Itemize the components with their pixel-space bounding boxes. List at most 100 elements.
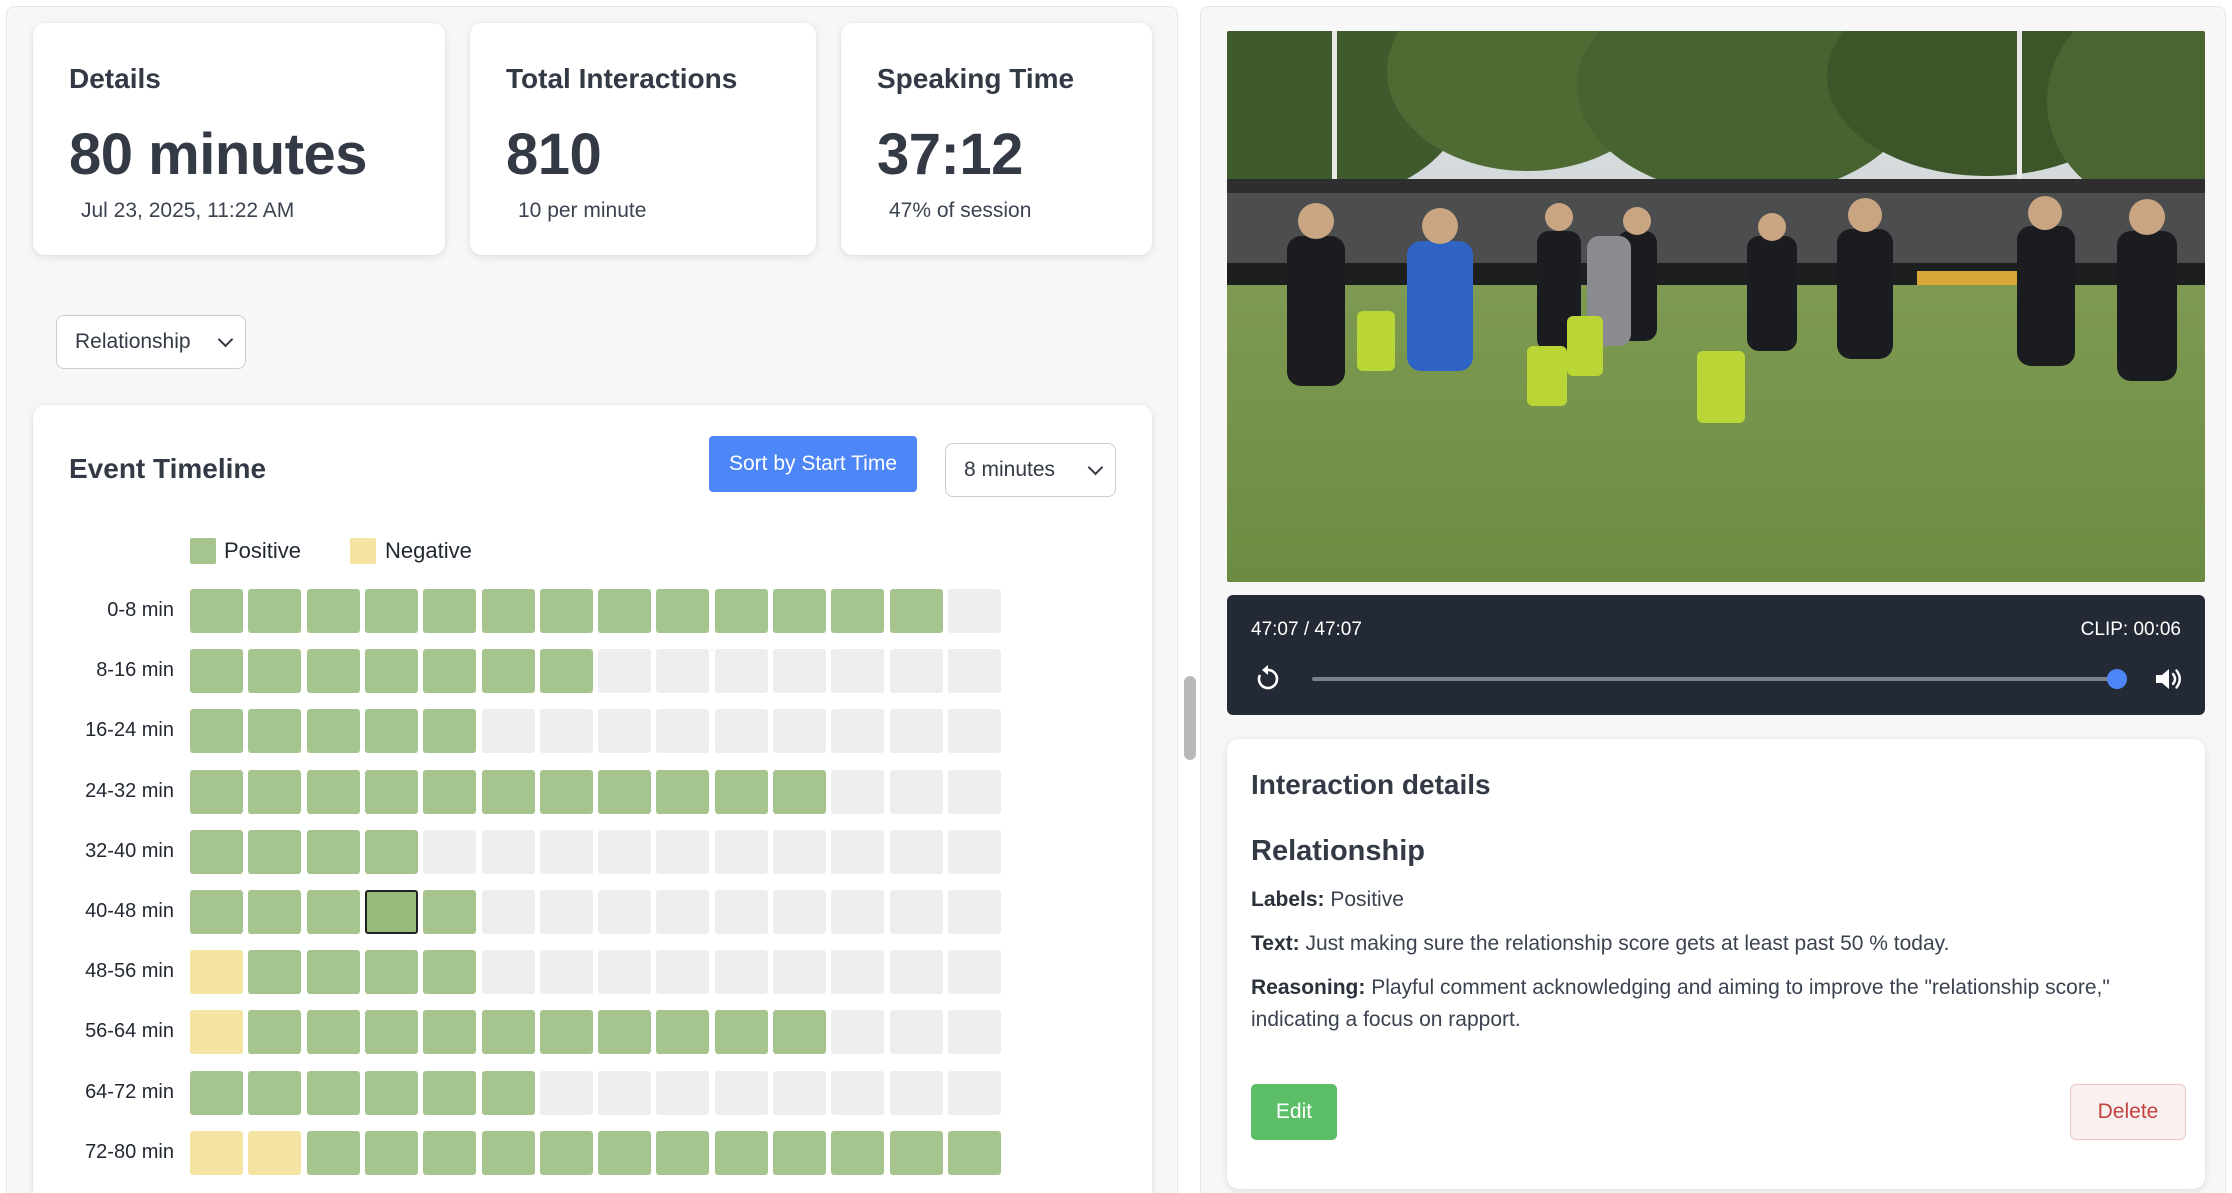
timeline-cell-empty (773, 890, 826, 934)
timeline-cell-positive[interactable] (947, 1130, 1001, 1175)
timeline-cell-positive[interactable] (190, 709, 243, 754)
timeline-cell-positive[interactable] (773, 589, 826, 633)
timeline-cell-positive[interactable] (248, 769, 302, 814)
timeline-cell-positive[interactable] (190, 769, 243, 814)
timeline-cell-positive[interactable] (306, 709, 360, 754)
timeline-cell-positive[interactable] (306, 1010, 360, 1055)
timeline-cell-positive[interactable] (306, 589, 360, 633)
timeline-cell-positive[interactable] (539, 1010, 593, 1055)
video-frame[interactable] (1227, 31, 2205, 582)
timeline-cell-positive[interactable] (364, 1130, 418, 1175)
timeline-cell-positive[interactable] (306, 890, 360, 934)
timeline-cell-positive[interactable] (656, 1010, 710, 1055)
timeline-cell-empty (773, 829, 826, 874)
seek-handle[interactable] (2107, 669, 2127, 689)
timeline-cell-positive[interactable] (481, 1130, 535, 1175)
bucket-size-select[interactable]: 8 minutes (945, 443, 1116, 497)
timeline-cell-empty (656, 950, 710, 995)
timeline-cell-positive[interactable] (714, 589, 768, 633)
timeline-cell-positive[interactable] (190, 890, 243, 934)
timeline-cell-positive[interactable] (306, 649, 360, 694)
timeline-cell-positive[interactable] (714, 1130, 768, 1175)
timeline-cell-positive[interactable] (714, 769, 768, 814)
timeline-cell-positive[interactable] (364, 829, 418, 874)
timeline-cell-positive[interactable] (773, 1010, 826, 1055)
timeline-cell-positive[interactable] (190, 589, 243, 633)
session-duration: 80 minutes (69, 122, 368, 187)
timeline-cell-positive[interactable] (248, 709, 302, 754)
timeline-cell-positive[interactable] (364, 950, 418, 995)
timeline-cell-positive[interactable] (598, 1130, 652, 1175)
timeline-cell-positive[interactable] (481, 649, 535, 694)
timeline-cell-positive[interactable] (423, 649, 477, 694)
timeline-cell-positive[interactable] (306, 950, 360, 995)
timeline-cell-positive[interactable] (364, 649, 418, 694)
timeline-cell-positive[interactable] (248, 589, 302, 633)
timeline-cell-positive[interactable] (831, 1130, 885, 1175)
seek-track[interactable] (1312, 677, 2116, 681)
timeline-cell-empty (947, 829, 1001, 874)
timeline-cell-positive[interactable] (364, 1010, 418, 1055)
timeline-cell-positive[interactable] (306, 769, 360, 814)
timeline-cell-positive[interactable] (248, 890, 302, 934)
timeline-cell-positive[interactable] (423, 1130, 477, 1175)
timeline-cell-positive[interactable] (423, 709, 477, 754)
timeline-cell-positive[interactable] (598, 769, 652, 814)
timeline-cell-positive[interactable] (190, 829, 243, 874)
left-pane-scrollbar[interactable] (1184, 676, 1196, 760)
timeline-cell-positive[interactable] (364, 769, 418, 814)
timeline-cell-positive[interactable] (423, 769, 477, 814)
timeline-cell-positive[interactable] (248, 829, 302, 874)
timeline-cell-positive[interactable] (306, 829, 360, 874)
timeline-cell-positive[interactable] (539, 1130, 593, 1175)
timeline-cell-positive[interactable] (423, 589, 477, 633)
timeline-cell-negative[interactable] (248, 1130, 302, 1175)
timeline-cell-positive[interactable] (539, 649, 593, 694)
timeline-cell-positive[interactable] (364, 589, 418, 633)
replay-icon[interactable] (1253, 664, 1283, 694)
timeline-cell-selected[interactable] (364, 890, 418, 934)
timeline-cell-negative[interactable] (190, 1130, 243, 1175)
timeline-cell-positive[interactable] (423, 1070, 477, 1115)
timeline-cell-positive[interactable] (539, 769, 593, 814)
timeline-cell-positive[interactable] (248, 649, 302, 694)
timeline-cell-positive[interactable] (598, 1010, 652, 1055)
timeline-cell-positive[interactable] (481, 589, 535, 633)
category-select[interactable]: Relationship (56, 315, 246, 369)
volume-icon[interactable] (2153, 664, 2185, 694)
timeline-cell-positive[interactable] (481, 769, 535, 814)
timeline-cell-empty (889, 649, 943, 694)
timeline-row-label: 8-16 min (96, 659, 174, 682)
timeline-cell-positive[interactable] (248, 1070, 302, 1115)
timeline-cell-positive[interactable] (306, 1070, 360, 1115)
timeline-cell-positive[interactable] (190, 1070, 243, 1115)
timeline-cell-negative[interactable] (190, 1010, 243, 1055)
timeline-cell-positive[interactable] (656, 1130, 710, 1175)
delete-button[interactable]: Delete (2070, 1084, 2186, 1140)
edit-button[interactable]: Edit (1251, 1084, 1337, 1140)
timeline-cell-positive[interactable] (773, 769, 826, 814)
timeline-cell-positive[interactable] (190, 649, 243, 694)
timeline-cell-positive[interactable] (714, 1010, 768, 1055)
timeline-cell-positive[interactable] (248, 950, 302, 995)
timeline-cell-empty (947, 890, 1001, 934)
timeline-cell-positive[interactable] (423, 1010, 477, 1055)
timeline-cell-positive[interactable] (598, 589, 652, 633)
sort-by-start-time-button[interactable]: Sort by Start Time (709, 436, 917, 492)
timeline-cell-positive[interactable] (539, 589, 593, 633)
timeline-cell-positive[interactable] (481, 1070, 535, 1115)
timeline-cell-positive[interactable] (248, 1010, 302, 1055)
timeline-cell-positive[interactable] (889, 1130, 943, 1175)
timeline-cell-positive[interactable] (656, 769, 710, 814)
timeline-cell-positive[interactable] (831, 589, 885, 633)
timeline-cell-positive[interactable] (773, 1130, 826, 1175)
timeline-cell-positive[interactable] (306, 1130, 360, 1175)
timeline-cell-positive[interactable] (423, 890, 477, 934)
timeline-cell-negative[interactable] (190, 950, 243, 995)
timeline-cell-positive[interactable] (656, 589, 710, 633)
timeline-cell-positive[interactable] (364, 709, 418, 754)
timeline-cell-positive[interactable] (481, 1010, 535, 1055)
timeline-cell-positive[interactable] (423, 950, 477, 995)
timeline-cell-positive[interactable] (889, 589, 943, 633)
timeline-cell-positive[interactable] (364, 1070, 418, 1115)
